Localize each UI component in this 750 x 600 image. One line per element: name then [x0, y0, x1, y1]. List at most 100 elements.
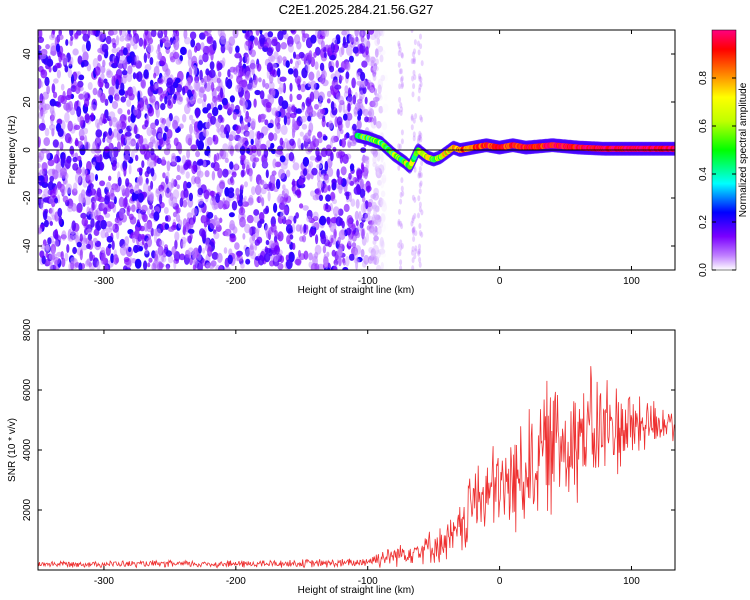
noise-blob — [268, 181, 272, 190]
noise-blob — [97, 78, 104, 88]
noise-blob — [105, 221, 113, 228]
noise-blob — [372, 100, 379, 108]
noise-blob — [271, 240, 276, 249]
noise-blob — [99, 92, 106, 104]
noise-blob — [362, 86, 367, 95]
noise-blob — [294, 54, 301, 60]
noise-blob — [327, 167, 334, 178]
noise-blob — [311, 222, 316, 228]
noise-blob — [168, 196, 173, 207]
noise-blob — [127, 65, 133, 75]
noise-blob — [82, 51, 89, 62]
noise-blob — [115, 121, 122, 130]
noise-blob — [269, 73, 274, 84]
noise-blob — [348, 253, 355, 261]
noise-blob — [164, 223, 170, 230]
noise-blob — [105, 227, 113, 233]
noise-blob — [276, 67, 281, 78]
noise-blob — [315, 187, 321, 196]
noise-blob — [66, 244, 70, 253]
noise-blob — [120, 96, 127, 103]
noise-blob — [340, 138, 346, 148]
noise-blob — [285, 112, 292, 119]
noise-blob — [304, 109, 312, 118]
artifact-blob — [417, 49, 421, 56]
noise-blob — [98, 31, 105, 43]
noise-blob — [73, 182, 78, 193]
artifact-blob — [418, 83, 422, 90]
noise-blob — [263, 148, 269, 159]
noise-blob — [327, 241, 332, 248]
noise-blob — [255, 184, 262, 196]
noise-blob — [369, 84, 375, 94]
noise-blob — [270, 142, 275, 149]
noise-blob — [49, 98, 56, 107]
noise-blob — [64, 133, 72, 144]
artifact-blob — [397, 109, 401, 115]
artifact-blob — [411, 75, 415, 82]
noise-blob — [156, 157, 162, 165]
noise-blob — [359, 188, 366, 199]
noise-blob — [109, 95, 113, 104]
noise-blob — [189, 114, 194, 121]
noise-blob — [153, 211, 160, 222]
noise-blob — [99, 180, 106, 187]
noise-blob — [49, 34, 56, 41]
colorbar-label: Normalized spectral amplitude — [738, 82, 749, 217]
noise-blob — [76, 207, 82, 213]
noise-blob — [355, 198, 360, 209]
noise-blob — [348, 34, 355, 43]
noise-blob — [345, 255, 350, 267]
noise-blob — [320, 234, 327, 245]
noise-blob — [274, 110, 279, 119]
noise-blob — [367, 201, 373, 208]
noise-blob — [150, 30, 157, 38]
noise-blob — [38, 36, 45, 43]
noise-blob — [40, 81, 44, 88]
artifact-blob — [414, 230, 418, 237]
noise-blob — [54, 184, 58, 196]
artifact-blob — [412, 230, 416, 236]
noise-blob — [370, 194, 377, 199]
noise-blob — [369, 253, 376, 264]
noise-blob — [46, 260, 51, 266]
noise-blob — [373, 235, 379, 242]
noise-blob — [130, 36, 136, 47]
noise-blob — [227, 107, 233, 115]
noise-blob — [150, 122, 156, 130]
noise-blob — [100, 229, 106, 239]
noise-blob — [68, 60, 72, 67]
artifact-blob — [418, 201, 422, 208]
noise-blob — [244, 115, 252, 123]
noise-blob — [196, 159, 204, 166]
noise-blob — [277, 263, 284, 270]
noise-blob — [245, 31, 250, 41]
noise-blob — [373, 62, 378, 71]
noise-blob — [319, 215, 327, 226]
noise-blob — [135, 154, 139, 162]
noise-blob — [109, 192, 116, 201]
noise-blob — [231, 171, 237, 178]
noise-blob — [275, 178, 281, 190]
noise-blob — [289, 234, 294, 240]
noise-blob — [183, 188, 189, 198]
noise-blob — [197, 261, 203, 270]
noise-blob — [316, 155, 322, 162]
noise-blob — [84, 98, 90, 108]
noise-blob — [164, 95, 168, 105]
noise-blob — [374, 48, 379, 58]
noise-blob — [381, 121, 388, 131]
noise-blob — [196, 138, 200, 147]
noise-blob — [344, 85, 349, 94]
noise-blob — [203, 221, 208, 228]
artifact-blob — [400, 129, 404, 136]
noise-blob — [323, 52, 327, 59]
noise-blob — [147, 262, 151, 268]
noise-blob — [59, 171, 67, 179]
noise-blob — [301, 67, 308, 79]
noise-blob — [356, 119, 362, 130]
noise-blob — [302, 156, 310, 167]
noise-blob — [71, 203, 77, 212]
noise-blob — [90, 104, 97, 111]
noise-blob — [320, 30, 327, 37]
